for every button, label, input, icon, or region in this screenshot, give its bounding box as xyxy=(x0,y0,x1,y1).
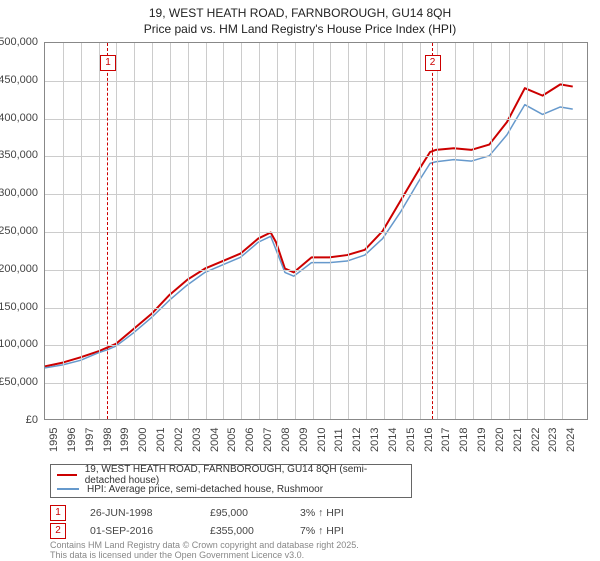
y-tick-label: £100,000 xyxy=(0,338,38,350)
marker-detail-price: £95,000 xyxy=(210,507,300,519)
chart-marker-badge: 1 xyxy=(100,55,116,71)
x-tick-label: 2017 xyxy=(440,428,452,452)
x-tick-label: 2009 xyxy=(298,428,310,452)
title-line-1: 19, WEST HEATH ROAD, FARNBOROUGH, GU14 8… xyxy=(0,6,600,22)
x-tick-label: 2010 xyxy=(316,428,328,452)
y-tick-label: £400,000 xyxy=(0,112,38,124)
legend-label: HPI: Average price, semi-detached house,… xyxy=(87,484,323,495)
x-tick-label: 1996 xyxy=(66,428,78,452)
y-tick-label: £200,000 xyxy=(0,263,38,275)
marker-detail-date: 01-SEP-2016 xyxy=(90,525,210,537)
x-tick-label: 2004 xyxy=(209,428,221,452)
marker-details-table: 1 26-JUN-1998£95,0003% ↑ HPI 2 01-SEP-2016£… xyxy=(50,504,530,540)
y-tick-label: £450,000 xyxy=(0,74,38,86)
x-tick-label: 2001 xyxy=(155,428,167,452)
x-tick-label: 2023 xyxy=(547,428,559,452)
marker-detail-row: 1 26-JUN-1998£95,0003% ↑ HPI xyxy=(50,504,530,522)
y-tick-label: £250,000 xyxy=(0,225,38,237)
x-tick-label: 2006 xyxy=(244,428,256,452)
y-tick-label: £350,000 xyxy=(0,149,38,161)
x-tick-label: 2002 xyxy=(173,428,185,452)
x-tick-label: 2021 xyxy=(512,428,524,452)
y-tick-label: £300,000 xyxy=(0,187,38,199)
x-tick-label: 2005 xyxy=(226,428,238,452)
x-tick-label: 1999 xyxy=(119,428,131,452)
x-tick-label: 2012 xyxy=(351,428,363,452)
titles: 19, WEST HEATH ROAD, FARNBOROUGH, GU14 8… xyxy=(0,0,600,37)
x-tick-label: 1995 xyxy=(48,428,60,452)
title-line-2: Price paid vs. HM Land Registry's House … xyxy=(0,22,600,38)
x-tick-label: 2022 xyxy=(530,428,542,452)
series-price_paid xyxy=(45,84,573,366)
marker-detail-pct: 3% ↑ HPI xyxy=(300,507,390,519)
x-tick-label: 2019 xyxy=(476,428,488,452)
x-tick-label: 2014 xyxy=(387,428,399,452)
series-hpi xyxy=(45,105,573,368)
x-tick-label: 2015 xyxy=(405,428,417,452)
legend-swatch xyxy=(57,474,77,476)
legend-swatch xyxy=(57,488,79,490)
chart-plot-area: 12 xyxy=(44,42,588,420)
x-tick-label: 2011 xyxy=(333,428,345,452)
x-axis-labels: 1995 1996 1997 1998 1999 2000 2001 2002 2003 2004… xyxy=(44,422,588,460)
y-tick-label: £0 xyxy=(26,414,38,426)
y-axis-labels: £0£50,000£100,000£150,000£200,000£250,00… xyxy=(0,42,42,420)
y-tick-label: £150,000 xyxy=(0,301,38,313)
x-tick-label: 2000 xyxy=(137,428,149,452)
chart-container: 19, WEST HEATH ROAD, FARNBOROUGH, GU14 8… xyxy=(0,0,600,560)
legend-item: 19, WEST HEATH ROAD, FARNBOROUGH, GU14 8… xyxy=(57,468,405,482)
y-tick-label: £50,000 xyxy=(0,376,38,388)
y-tick-label: £500,000 xyxy=(0,36,38,48)
x-tick-label: 2013 xyxy=(369,428,381,452)
legend-box: 19, WEST HEATH ROAD, FARNBOROUGH, GU14 8… xyxy=(50,464,412,498)
marker-detail-row: 2 01-SEP-2016£355,0007% ↑ HPI xyxy=(50,522,530,540)
marker-detail-badge: 2 xyxy=(50,523,66,539)
x-tick-label: 2016 xyxy=(423,428,435,452)
x-tick-label: 2018 xyxy=(458,428,470,452)
marker-detail-date: 26-JUN-1998 xyxy=(90,507,210,519)
credit-line-2: This data is licensed under the Open Gov… xyxy=(50,551,359,561)
x-tick-label: 2024 xyxy=(565,428,577,452)
x-tick-label: 1998 xyxy=(102,428,114,452)
chart-svg xyxy=(45,43,587,419)
x-tick-label: 2003 xyxy=(191,428,203,452)
marker-detail-badge: 1 xyxy=(50,505,66,521)
x-tick-label: 2020 xyxy=(494,428,506,452)
credits: Contains HM Land Registry data © Crown c… xyxy=(50,541,359,561)
x-tick-label: 2007 xyxy=(262,428,274,452)
x-tick-label: 1997 xyxy=(84,428,96,452)
x-tick-label: 2008 xyxy=(280,428,292,452)
marker-detail-pct: 7% ↑ HPI xyxy=(300,525,390,537)
chart-marker-badge: 2 xyxy=(425,55,441,71)
marker-detail-price: £355,000 xyxy=(210,525,300,537)
